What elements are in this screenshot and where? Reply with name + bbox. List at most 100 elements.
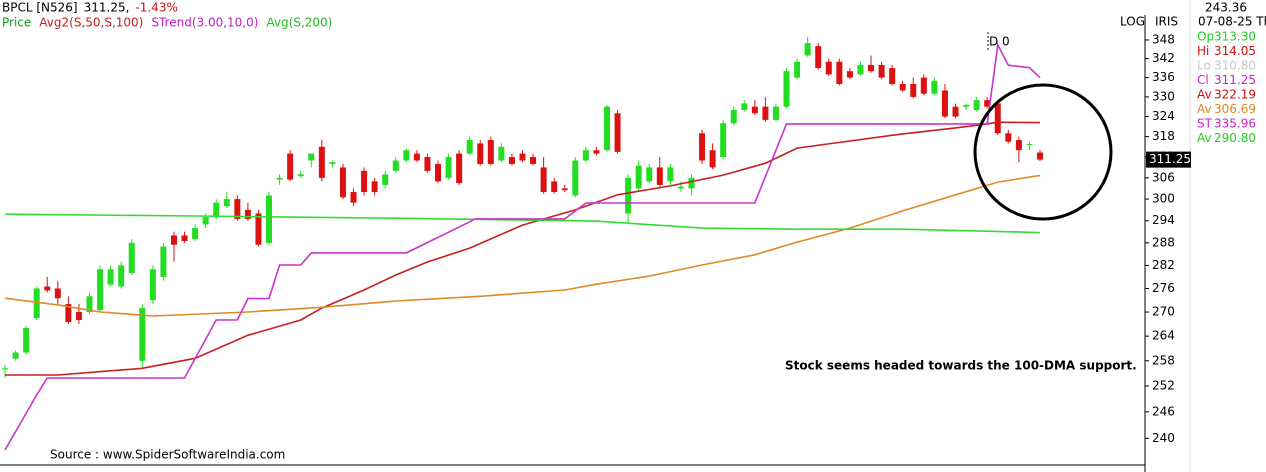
candle-body [403, 150, 410, 161]
y-tick-label: 270 [1152, 305, 1175, 319]
candle-body [498, 146, 505, 161]
panel-label: ST [1197, 117, 1213, 131]
candle-body [815, 46, 822, 69]
candle-body [244, 209, 251, 219]
candle-body [994, 103, 1001, 134]
panel-label: Op [1197, 30, 1214, 44]
candle-body [308, 153, 315, 161]
price: 311.25, [84, 1, 130, 15]
panel-value: 335.96 [1214, 117, 1256, 131]
candle-body [572, 160, 579, 196]
candle-body [646, 167, 653, 182]
y-tick-label: 324 [1152, 109, 1175, 123]
candle-body [276, 177, 283, 180]
candle-body [139, 308, 146, 361]
candle-body [54, 288, 61, 299]
candle-body [297, 174, 304, 177]
indicator-line [4, 213, 1041, 234]
candle-body [477, 143, 484, 164]
candle-body [213, 202, 220, 218]
candle-body [889, 68, 896, 84]
candle-body [12, 352, 19, 359]
candle-body [118, 265, 125, 287]
candle-body [255, 213, 262, 245]
candle-body [2, 368, 8, 370]
annotation: Stock seems headed towards the 100-DMA s… [785, 359, 1137, 373]
y-tick-label: 330 [1152, 89, 1175, 103]
y-tick-label: 264 [1152, 329, 1175, 343]
candle-body [846, 71, 853, 78]
candle-body [868, 64, 875, 72]
symbol: BPCL [N526] [2, 1, 78, 15]
candle-body [931, 80, 938, 94]
source: Source : www.SpiderSoftwareIndia.com [50, 448, 285, 462]
candle-body [170, 235, 177, 245]
candle-body [825, 61, 832, 75]
panel-label: Av [1197, 131, 1212, 145]
y-tick-label: 288 [1152, 235, 1175, 249]
indicator-label: Avg2(S,50,S,100) [39, 16, 143, 30]
candle-body [699, 133, 706, 161]
panel-label: Cl [1197, 73, 1209, 87]
y-tick-label: 348 [1152, 32, 1175, 46]
candle-body [435, 163, 442, 182]
candle-body [33, 288, 40, 319]
candle-body [329, 162, 336, 164]
candle-body [466, 139, 473, 154]
panel-title: IRIS [1155, 15, 1178, 29]
candle-body [371, 181, 378, 192]
candle-body [910, 83, 917, 97]
y-tick-label: 282 [1152, 258, 1175, 272]
candle-body [223, 199, 230, 207]
candle-body [772, 106, 779, 120]
candle-body [899, 83, 906, 91]
panel-value: 322.19 [1214, 88, 1256, 102]
candle-body [667, 167, 674, 182]
candle-body [593, 150, 600, 154]
candle-body [625, 177, 632, 214]
candle-body [603, 106, 610, 151]
candle-body [688, 177, 695, 189]
candle-body [107, 269, 114, 285]
y-tick-label: 294 [1152, 213, 1175, 227]
candle-body [783, 71, 790, 107]
candle-body [181, 235, 188, 241]
panel-value: 306.69 [1214, 102, 1256, 116]
indicator-label: Avg(S,200) [266, 16, 332, 30]
candle-body [804, 43, 811, 56]
candle-body [339, 167, 346, 198]
candle-body [730, 109, 737, 124]
candle-body [234, 199, 241, 219]
y-tick-label: 342 [1152, 51, 1175, 65]
indicator-label: STrend(3.00,10,0) [151, 16, 258, 30]
candle-body [878, 64, 885, 78]
panel-value: 311.25 [1214, 73, 1256, 87]
y-tick-label: 276 [1152, 281, 1175, 295]
candle-body [192, 228, 199, 240]
candle-body [751, 106, 758, 114]
candle-body [65, 304, 72, 323]
y-tick-label: 246 [1152, 404, 1175, 418]
y-tick-label: 252 [1152, 379, 1175, 393]
price-tag-label: 311.25 [1149, 152, 1191, 166]
candle-body [519, 153, 526, 161]
candle-body [794, 61, 801, 78]
candle-body [551, 181, 558, 192]
candle-body [582, 150, 589, 161]
candle-body [1005, 133, 1012, 142]
candle-body [677, 186, 684, 189]
candle-body [75, 312, 82, 321]
candle-body [456, 153, 463, 184]
candle-body [530, 157, 537, 164]
panel-label: Av [1197, 102, 1212, 116]
candle-body [413, 153, 420, 161]
candle-body [963, 105, 970, 107]
indicator-line [4, 42, 1041, 451]
candle-body [720, 123, 727, 158]
candle-body [149, 269, 156, 301]
candle-body [487, 139, 494, 164]
candle-body [741, 103, 748, 110]
panel-label: Hi [1197, 44, 1209, 58]
